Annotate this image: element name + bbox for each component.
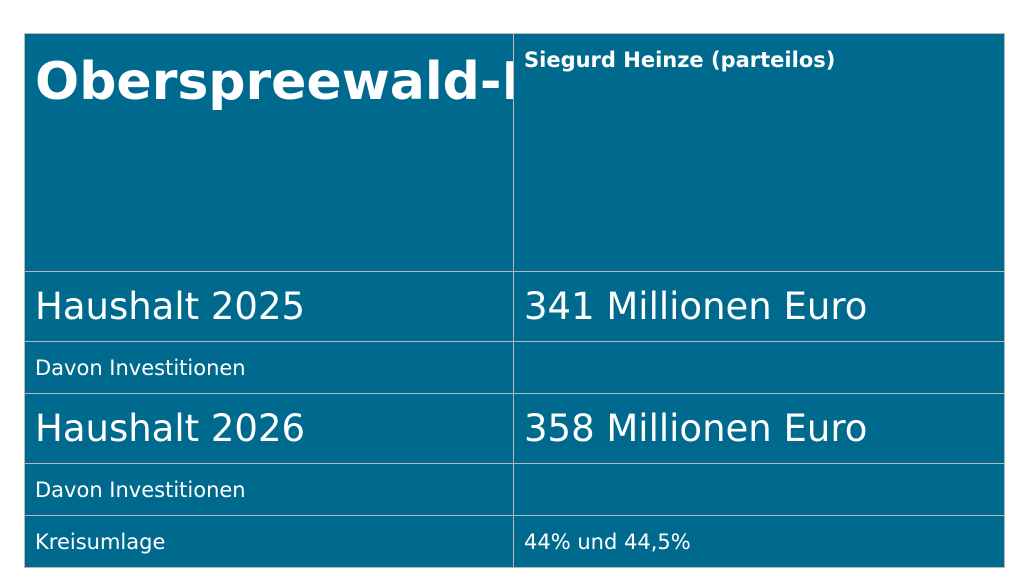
row-label-budget-2026: Haushalt 2026: [24, 393, 514, 464]
table-row: Kreisumlage 44% und 44,5%: [24, 515, 1005, 568]
row-value-budget-2025: 341 Millionen Euro: [513, 271, 1005, 342]
district-leader: Siegurd Heinze (parteilos): [513, 33, 1005, 272]
table-row: Haushalt 2025 341 Millionen Euro: [24, 271, 1005, 342]
row-label-investments-2025: Davon Investitionen: [24, 341, 514, 394]
header-row: Oberspreewald-Lausitz Siegurd Heinze (pa…: [24, 33, 1005, 272]
row-value-investments-2025: [513, 341, 1005, 394]
table-row: Davon Investitionen: [24, 341, 1005, 394]
row-label-budget-2025: Haushalt 2025: [24, 271, 514, 342]
district-title: Oberspreewald-Lausitz: [24, 33, 514, 272]
row-label-investments-2026: Davon Investitionen: [24, 463, 514, 516]
table-row: Davon Investitionen: [24, 463, 1005, 516]
row-value-investments-2026: [513, 463, 1005, 516]
table-row: Haushalt 2026 358 Millionen Euro: [24, 393, 1005, 464]
district-budget-table: Oberspreewald-Lausitz Siegurd Heinze (pa…: [24, 33, 1005, 568]
row-value-district-levy: 44% und 44,5%: [513, 515, 1005, 568]
row-label-district-levy: Kreisumlage: [24, 515, 514, 568]
row-value-budget-2026: 358 Millionen Euro: [513, 393, 1005, 464]
